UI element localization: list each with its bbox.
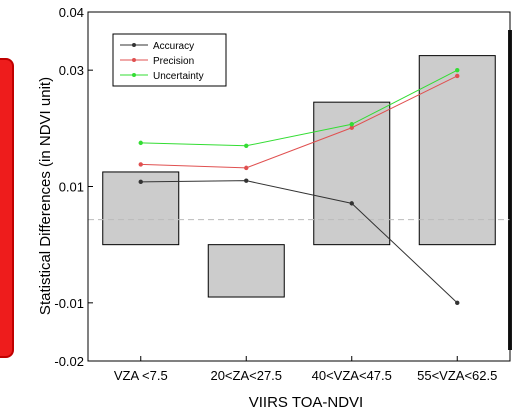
series-line-precision bbox=[140, 75, 458, 169]
legend-marker-uncertainty bbox=[132, 73, 136, 77]
y-axis-title: Statistical Differences (in NDVI unit) bbox=[37, 77, 54, 315]
bar-4 bbox=[418, 55, 496, 246]
series-line-uncertainty bbox=[140, 69, 458, 147]
left-accent-bar bbox=[0, 58, 14, 358]
point-precision-4 bbox=[455, 73, 460, 79]
x-tick-label: 20<ZA<27.5 bbox=[210, 368, 282, 383]
legend-marker-accuracy bbox=[132, 43, 136, 47]
y-ticks: -0.02 -0.01 0.01 0.03 0.04 bbox=[54, 5, 93, 369]
series-line-accuracy bbox=[140, 180, 458, 304]
point-uncertainty-1 bbox=[138, 140, 143, 146]
lines-layer bbox=[138, 67, 460, 306]
legend: Accuracy Precision Uncertainty bbox=[112, 33, 227, 87]
legend-label-uncertainty: Uncertainty bbox=[153, 71, 204, 82]
legend-marker-precision bbox=[132, 58, 136, 62]
point-accuracy-1 bbox=[138, 179, 143, 185]
y-tick-label: -0.02 bbox=[54, 354, 84, 369]
legend-label-precision: Precision bbox=[153, 56, 194, 67]
point-accuracy-4 bbox=[455, 300, 460, 306]
x-tick-label: 40<VZA<47.5 bbox=[312, 368, 392, 383]
point-precision-3 bbox=[349, 125, 354, 130]
x-axis-title: VIIRS TOA-NDVI bbox=[249, 394, 363, 411]
legend-label-accuracy: Accuracy bbox=[153, 41, 194, 52]
x-tick-label: VZA <7.5 bbox=[114, 368, 168, 383]
point-precision-1 bbox=[138, 162, 143, 167]
point-uncertainty-4 bbox=[455, 67, 460, 73]
point-uncertainty-2 bbox=[244, 143, 249, 148]
x-tick-label: 55<VZA<62.5 bbox=[417, 368, 497, 383]
point-accuracy-2 bbox=[244, 178, 249, 183]
bars-layer bbox=[102, 55, 496, 298]
bar-2 bbox=[207, 244, 285, 298]
y-tick-label: 0.03 bbox=[59, 63, 84, 78]
point-accuracy-3 bbox=[349, 201, 354, 206]
x-ticks: VZA <7.5 20<ZA<27.5 40<VZA<47.5 55<VZA<62.5 bbox=[114, 356, 497, 383]
point-uncertainty-3 bbox=[349, 122, 354, 127]
y-tick-label: 0.01 bbox=[59, 180, 84, 195]
y-tick-label: -0.01 bbox=[54, 296, 84, 311]
point-precision-2 bbox=[244, 165, 249, 171]
y-tick-label: 0.04 bbox=[59, 5, 84, 20]
bar-1 bbox=[102, 171, 180, 246]
